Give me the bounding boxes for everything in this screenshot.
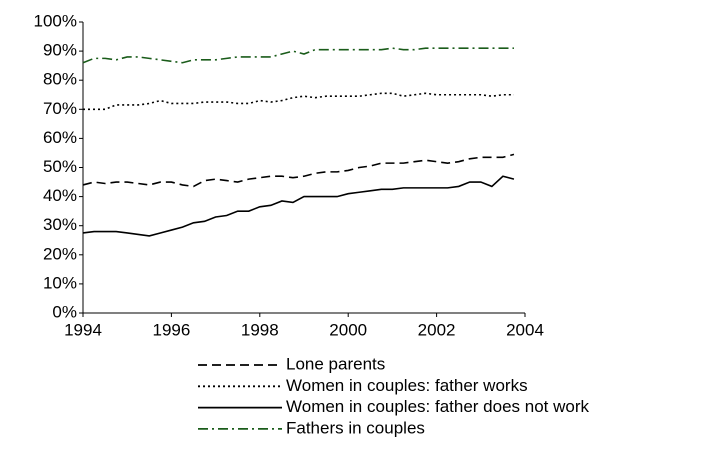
data-line (82, 175, 515, 237)
legend-label: Women in couples: father works (286, 376, 528, 395)
y-tick-label: 90% (43, 41, 77, 60)
y-tick-label: 80% (43, 70, 77, 89)
x-tick-label: 1996 (152, 320, 190, 339)
legend-label: Fathers in couples (286, 418, 425, 437)
y-tick-label: 20% (43, 244, 77, 263)
x-tick-label: 2000 (329, 320, 367, 339)
legend-label: Lone parents (286, 354, 385, 373)
y-tick-label: 30% (43, 215, 77, 234)
data-line (83, 92, 514, 111)
y-tick-label: 70% (43, 99, 77, 118)
data-line (82, 47, 514, 64)
y-tick-label: 100% (34, 11, 77, 30)
legend-label: Women in couples: father does not work (286, 397, 590, 416)
y-tick-label: 10% (43, 273, 77, 292)
x-tick-label: 1998 (241, 320, 279, 339)
y-tick-label: 50% (43, 157, 77, 176)
y-tick-label: 0% (52, 302, 77, 321)
y-tick-label: 60% (43, 128, 77, 147)
y-tick-label: 40% (43, 186, 77, 205)
x-tick-label: 2004 (506, 320, 544, 339)
x-tick-label: 1994 (64, 320, 102, 339)
data-line (82, 153, 515, 188)
x-tick-label: 2002 (418, 320, 456, 339)
